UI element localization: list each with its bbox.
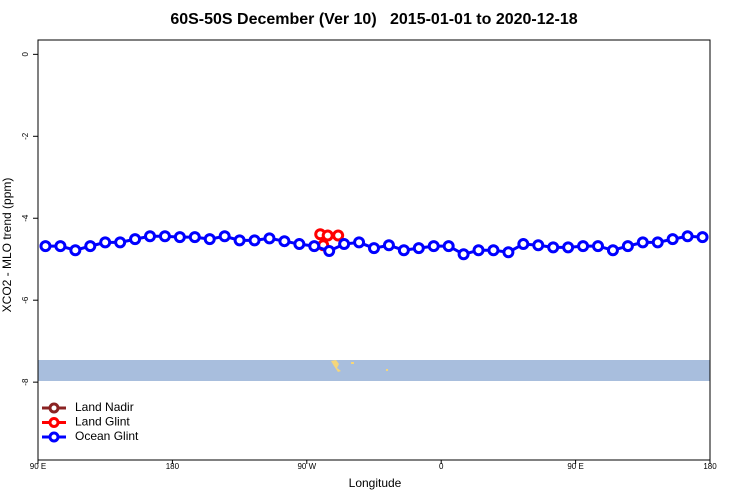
x-tick-label: 90 E [30, 462, 46, 471]
x-tick-label: 90 W [297, 462, 316, 471]
data-point [323, 245, 336, 258]
data-point [84, 240, 97, 253]
y-tick-label: -8 [21, 378, 30, 386]
data-point [696, 231, 709, 244]
data-point [39, 240, 52, 253]
data-point [457, 248, 470, 261]
plot-frame [37, 39, 711, 461]
map-strip [38, 360, 710, 381]
legend-marker [48, 402, 60, 414]
data-point [233, 234, 246, 247]
data-point [263, 232, 276, 245]
data-point [158, 230, 171, 243]
data-point [368, 242, 380, 255]
data-point [99, 236, 112, 249]
y-tick-label: -2 [21, 132, 30, 140]
data-point [332, 229, 345, 242]
data-point [502, 246, 515, 259]
data-point [397, 244, 410, 257]
data-point [412, 242, 425, 255]
x-tick-label: 0 [439, 462, 444, 471]
data-point [188, 231, 201, 244]
data-point [472, 244, 485, 257]
legend-marker [48, 431, 60, 443]
data-point [666, 233, 679, 246]
data-point [144, 230, 156, 243]
y-tick-label: -6 [21, 296, 30, 304]
y-axis-label: XCO2 - MLO trend (ppm) [0, 178, 14, 313]
data-point [114, 236, 127, 249]
data-point [442, 240, 455, 253]
legend-marker [48, 417, 60, 428]
data-point [517, 238, 530, 251]
y-tick-label: 0 [21, 52, 30, 57]
data-point [173, 231, 186, 244]
legend-label: Land Nadir [75, 400, 134, 414]
data-point [487, 244, 500, 257]
data-point [308, 240, 321, 253]
data-point [562, 241, 575, 254]
data-point [651, 236, 664, 249]
data-point [338, 238, 351, 251]
data-point [293, 238, 306, 251]
data-point [681, 230, 694, 243]
data-point [353, 236, 366, 249]
data-point [278, 235, 291, 248]
data-point [427, 240, 440, 253]
x-tick-label: 180 [703, 462, 717, 471]
data-point [129, 233, 142, 246]
x-tick-label: 180 [166, 462, 180, 471]
data-point [321, 229, 334, 242]
data-point [547, 241, 560, 254]
data-point [248, 234, 261, 247]
data-point [203, 233, 216, 246]
chart-title: 60S-50S December (Ver 10) 2015-01-01 to … [170, 11, 577, 28]
legend-label: Ocean Glint [75, 429, 139, 443]
x-tick-label: 90 E [567, 462, 583, 471]
data-point [592, 240, 604, 253]
x-axis-label: Longitude [349, 476, 402, 490]
data-point [54, 240, 67, 253]
legend-label: Land Glint [75, 415, 130, 429]
data-point [606, 244, 619, 257]
data-point [69, 244, 82, 257]
y-tick-label: -4 [21, 214, 30, 222]
data-point [532, 239, 545, 252]
data-point [621, 240, 634, 253]
data-point [218, 230, 231, 243]
data-point [382, 239, 395, 252]
data-point [636, 236, 649, 249]
data-point [577, 240, 590, 253]
